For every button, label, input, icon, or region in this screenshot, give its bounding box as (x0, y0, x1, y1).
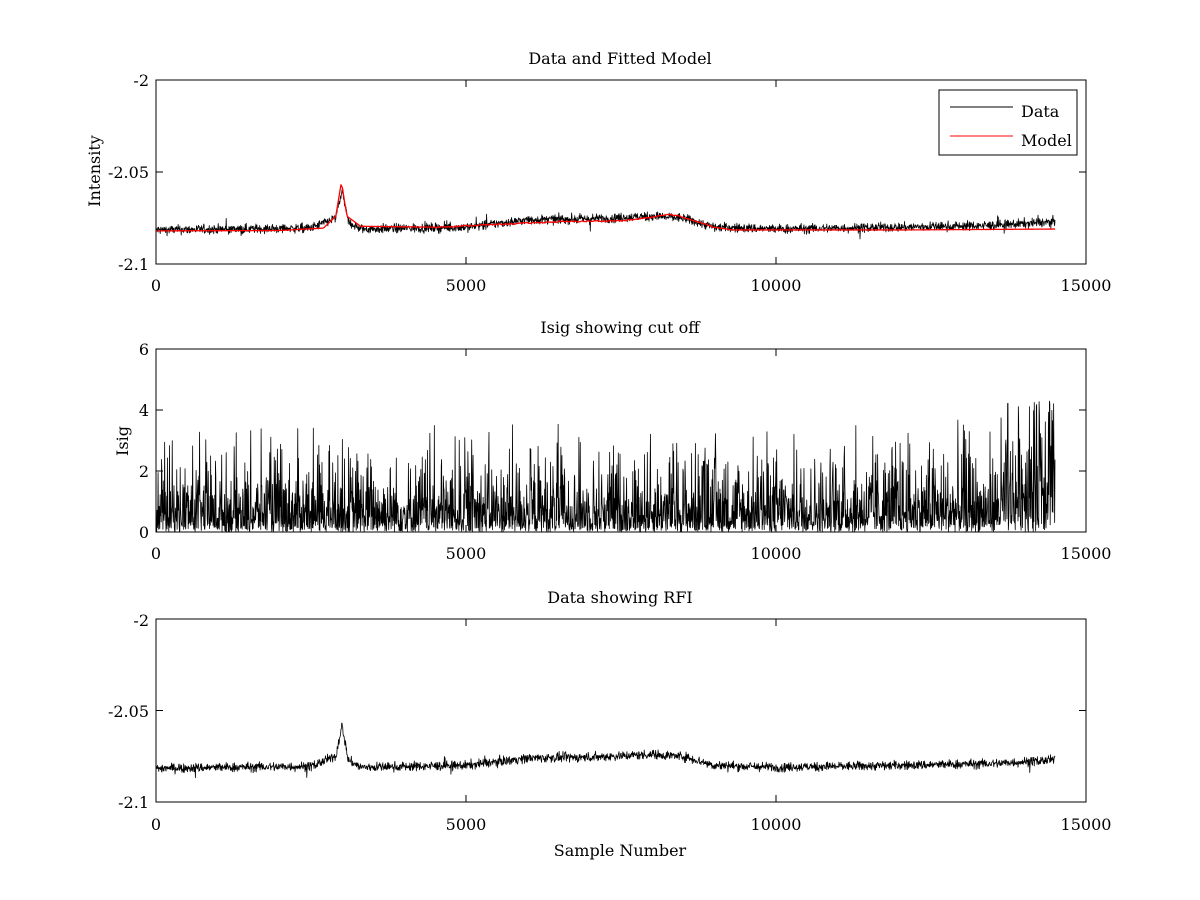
panel-1-ylabel: Intensity (85, 135, 104, 207)
panel-2-plot-area (155, 400, 1056, 532)
panel-1-xtick-1: 5000 (446, 276, 487, 295)
panel-2-xtick-1: 5000 (446, 544, 487, 563)
panel-1-ytick-1: -2.05 (108, 163, 149, 182)
panel-3-series-line-line (155, 722, 1056, 779)
panel-2-ytick-1: 4 (139, 401, 149, 420)
panel-1-legend: Data Model (938, 89, 1078, 156)
legend-model-label: Model (1021, 131, 1072, 150)
panel-2-ylabel: Isig (113, 426, 132, 456)
panel-1-ytick-2: -2.1 (118, 255, 149, 274)
panel-2-series-line-line (155, 400, 1056, 532)
panel-3-plot-area (155, 722, 1056, 779)
panel-3-ticks (155, 618, 1087, 803)
panel-2-ytick-2: 2 (139, 462, 149, 481)
panel-1: Data and Fitted Model Intensity 0 5000 1… (85, 49, 1111, 295)
panel-3-xlabel: Sample Number (554, 841, 687, 860)
panel-3-ytick-2: -2.1 (118, 793, 149, 812)
panel-2-ytick-0: 6 (139, 340, 149, 359)
panel-3-ytick-1: -2.05 (108, 702, 149, 721)
panel-3-xtick-3: 15000 (1061, 815, 1112, 834)
panel-3: Data showing RFI 0 5000 10000 15000 -2 -… (108, 588, 1111, 860)
panel-1-xtick-3: 15000 (1061, 276, 1112, 295)
legend-box (938, 89, 1078, 156)
panel-3-xtick-1: 5000 (446, 815, 487, 834)
panel-2-ytick-3: 0 (139, 523, 149, 542)
panel-2: Isig showing cut off Isig 0 5000 10000 1… (113, 318, 1111, 563)
panel-1-xtick-2: 10000 (751, 276, 802, 295)
panel-1-plot-area (155, 184, 1056, 240)
panel-2-ticks (155, 348, 1087, 533)
panel-2-axes-box (155, 348, 1087, 533)
legend-data-label: Data (1021, 102, 1060, 121)
panel-1-ytick-0: -2 (133, 71, 149, 90)
panel-3-title: Data showing RFI (547, 588, 692, 607)
panel-1-xtick-0: 0 (151, 276, 161, 295)
panel-3-xtick-2: 10000 (751, 815, 802, 834)
panel-2-xtick-2: 10000 (751, 544, 802, 563)
panel-1-title: Data and Fitted Model (528, 49, 711, 68)
panel-1-series-model-line (156, 184, 1056, 232)
panel-3-ytick-0: -2 (133, 611, 149, 630)
panel-2-xtick-0: 0 (151, 544, 161, 563)
panel-3-xtick-0: 0 (151, 815, 161, 834)
panel-1-ticks (155, 79, 1087, 265)
panel-2-xtick-3: 15000 (1061, 544, 1112, 563)
panel-2-title: Isig showing cut off (540, 318, 701, 337)
